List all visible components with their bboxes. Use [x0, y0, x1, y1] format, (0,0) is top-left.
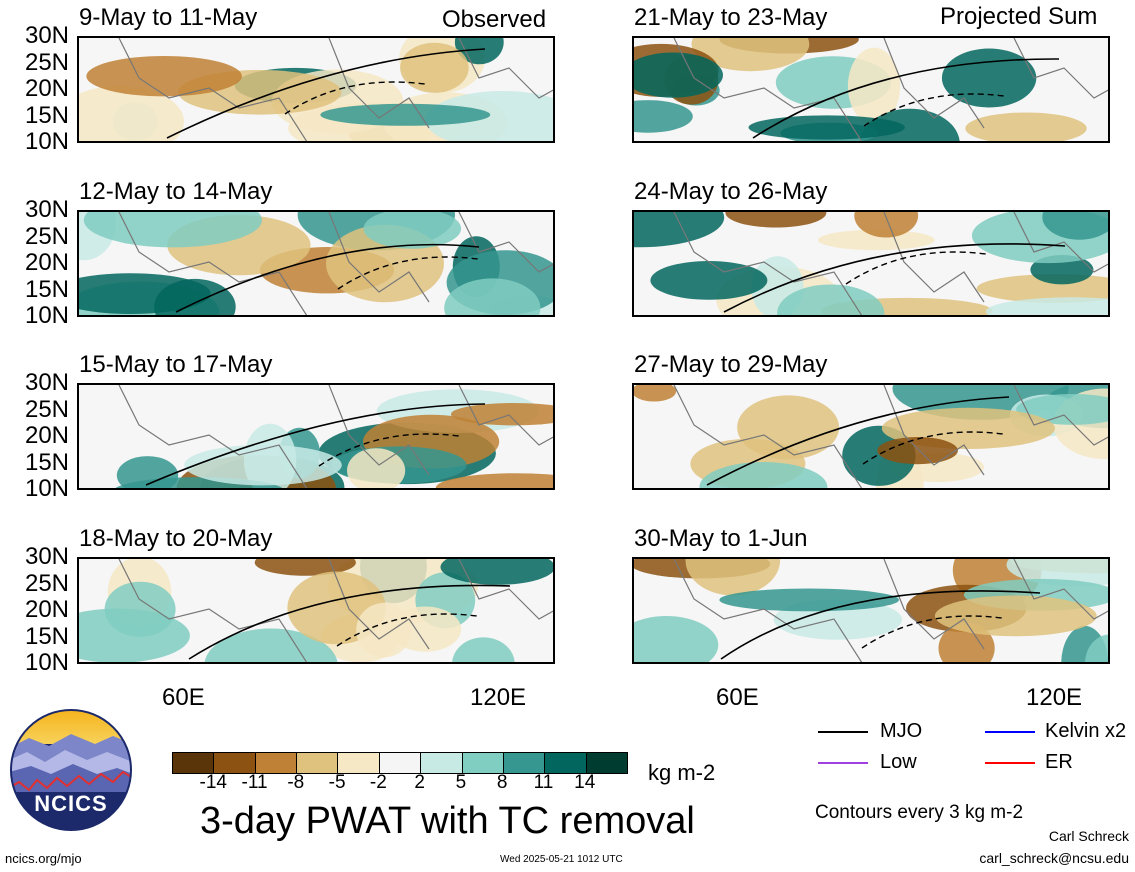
lat-label: 25N — [24, 48, 69, 76]
colorbar-tick-label: 8 — [496, 772, 508, 793]
lon-label-60e-left: 60E — [162, 684, 205, 711]
legend-line-mjo — [818, 731, 868, 733]
legend-label-low: Low — [880, 751, 917, 773]
colorbar-swatch — [337, 753, 379, 773]
lat-label: 25N — [24, 222, 69, 250]
obs-panel-title-4: 18-May to 20-May — [79, 525, 273, 552]
lat-label: 25N — [24, 395, 69, 423]
colorbar-swatch — [378, 753, 421, 773]
author-name: Carl Schreck — [1048, 828, 1129, 844]
legend-line-kelvin — [985, 731, 1035, 733]
ncics-logo: NCICS — [9, 708, 133, 832]
observed-header: Observed — [442, 6, 547, 33]
colorbar-tick-label: -5 — [328, 772, 346, 793]
proj-panel-title-2: 24-May to 26-May — [634, 178, 828, 205]
colorbar-swatch — [544, 753, 586, 773]
colorbar-tick-label: -8 — [287, 772, 305, 793]
proj-map-panel-2 — [632, 210, 1110, 317]
proj-panel-title-4: 30-May to 1-Jun — [634, 525, 808, 552]
colorbar-tick-label: 11 — [533, 772, 554, 793]
main-title: 3-day PWAT with TC removal — [200, 800, 695, 842]
obs-map-panel-4 — [77, 557, 555, 664]
lat-label: 25N — [24, 569, 69, 597]
colorbar-swatch — [173, 753, 214, 773]
lat-label: 10N — [24, 302, 69, 329]
lat-label: 20N — [24, 422, 69, 449]
colorbar-tick-label: -11 — [241, 772, 268, 793]
colorbar-swatch — [213, 753, 255, 773]
footer-site[interactable]: ncics.org/mjo — [5, 851, 82, 866]
colorbar-units: kg m-2 — [648, 760, 716, 785]
lat-label: 10N — [24, 475, 69, 502]
proj-map-panel-1 — [632, 36, 1110, 143]
lat-label: 20N — [24, 249, 69, 276]
colorbar-swatch — [420, 753, 462, 773]
colorbar-swatch — [585, 753, 627, 773]
colorbar-swatch — [502, 753, 545, 773]
colorbar-swatch — [296, 753, 338, 773]
proj-map-panel-4 — [632, 557, 1110, 664]
obs-map-panel-3 — [77, 383, 555, 490]
legend-label-er: ER — [1045, 751, 1073, 773]
legend-line-low — [818, 762, 868, 764]
lat-label: 10N — [24, 128, 69, 155]
lat-label: 20N — [24, 75, 69, 102]
lon-label-120e-right: 120E — [1026, 684, 1083, 711]
colorbar-tick-label: -14 — [199, 772, 227, 793]
proj-panel-title-1: 21-May to 23-May — [634, 4, 828, 31]
lat-label: 30N — [24, 369, 69, 396]
lat-label: 30N — [24, 22, 69, 49]
lat-label: 30N — [24, 543, 69, 570]
lat-label: 10N — [24, 649, 69, 676]
obs-panel-title-1: 9-May to 11-May — [79, 4, 258, 31]
proj-panel-title-3: 27-May to 29-May — [634, 351, 828, 378]
projected-header: Projected Sum — [940, 3, 1098, 30]
colorbar-tick-label: 2 — [414, 772, 425, 793]
legend-label-mjo: MJO — [880, 720, 923, 742]
legend-line-er — [985, 762, 1035, 764]
footer-timestamp: Wed 2025-05-21 1012 UTC — [500, 854, 623, 865]
colorbar-tick-label: -2 — [369, 772, 387, 793]
colorbar-swatch — [254, 753, 297, 773]
obs-map-panel-1 — [77, 36, 555, 143]
lat-label: 15N — [24, 275, 69, 303]
obs-panel-title-2: 12-May to 14-May — [79, 178, 273, 205]
logo-text: NCICS — [34, 791, 108, 816]
lat-label: 15N — [24, 101, 69, 129]
lat-label: 15N — [24, 622, 69, 650]
lon-label-60e-right: 60E — [716, 684, 759, 711]
colorbar — [172, 752, 628, 774]
colorbar-tick-label: 14 — [574, 772, 596, 793]
obs-panel-title-3: 15-May to 17-May — [79, 351, 273, 378]
lat-label: 15N — [24, 448, 69, 476]
lat-label: 20N — [24, 596, 69, 623]
colorbar-tick-label: 5 — [455, 772, 467, 793]
legend-label-kelvin: Kelvin x2 — [1045, 720, 1127, 742]
colorbar-swatch — [461, 753, 503, 773]
lat-label: 30N — [24, 196, 69, 223]
contours-note: Contours every 3 kg m-2 — [815, 802, 1024, 823]
proj-map-panel-3 — [632, 383, 1110, 490]
author-email: carl_schreck@ncsu.edu — [979, 850, 1129, 866]
obs-map-panel-2 — [77, 210, 555, 317]
lon-label-120e-left: 120E — [470, 684, 527, 711]
